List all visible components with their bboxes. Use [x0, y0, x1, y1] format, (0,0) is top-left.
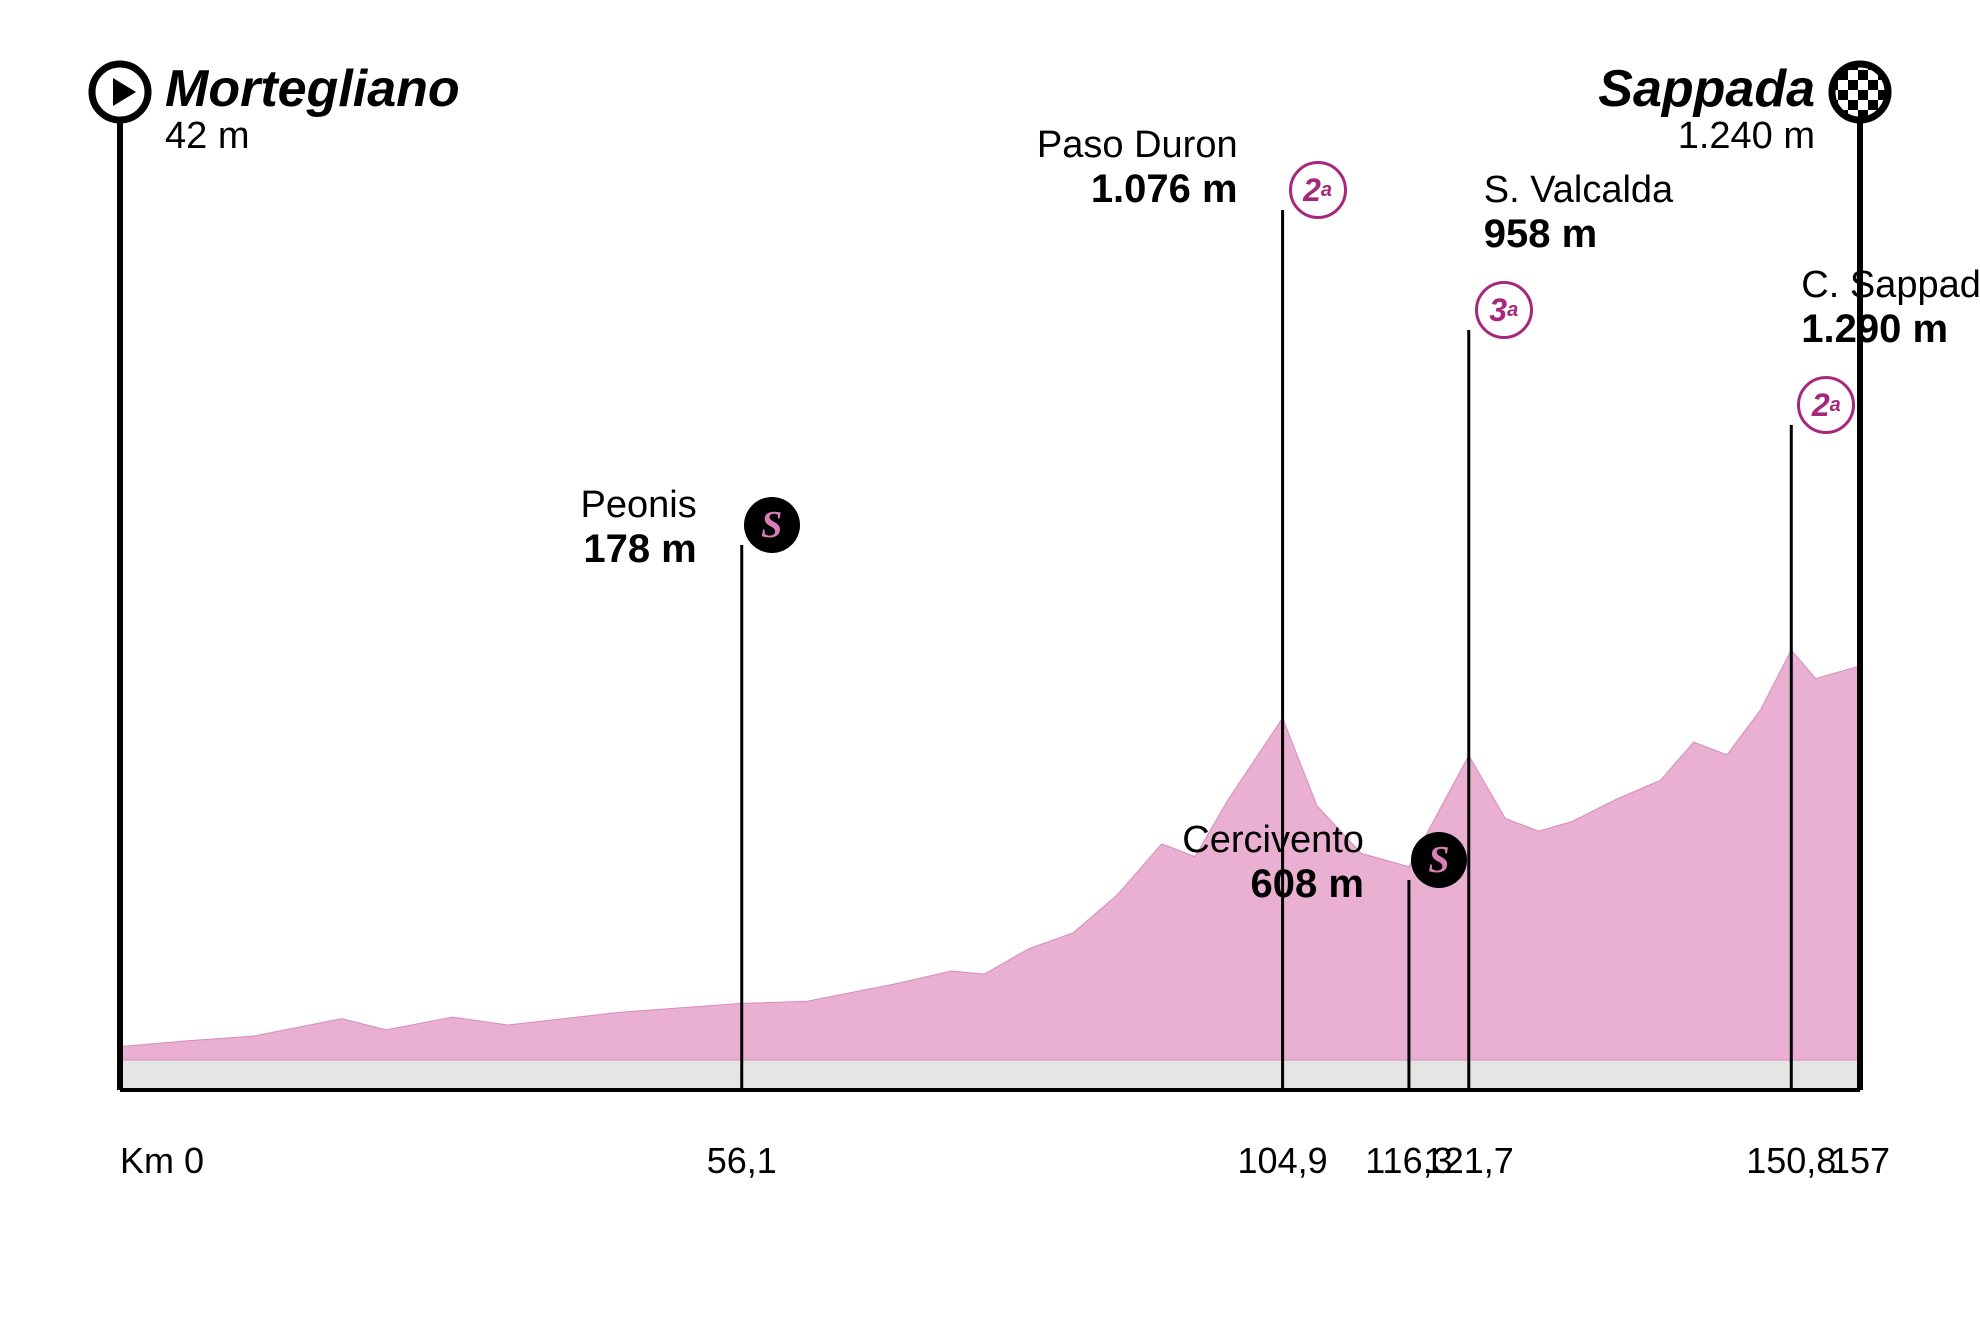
km-tick: 104,9	[1238, 1140, 1328, 1182]
category-badge-icon: 2a	[1797, 376, 1855, 434]
start-elev: 42 m	[165, 117, 460, 157]
start-marker-icon	[88, 60, 152, 124]
waypoint-peonis: Peonis178 m	[581, 485, 697, 571]
waypoint-cercivento: Cercivento608 m	[1182, 820, 1364, 906]
start-city: Mortegliano	[165, 62, 460, 117]
start-label: Mortegliano 42 m	[165, 62, 460, 156]
category-badge-icon: 2a	[1289, 161, 1347, 219]
km-tick: 121,7	[1424, 1140, 1514, 1182]
waypoint-name: Cercivento	[1182, 820, 1364, 862]
km-tick: Km 0	[120, 1140, 204, 1182]
waypoint-elev: 1.290 m	[1801, 307, 1980, 351]
finish-label: Sappada 1.240 m	[1598, 62, 1815, 156]
elevation-profile-chart: Mortegliano 42 m Sappada 1.240 m Km 0 56,…	[70, 50, 1910, 1270]
category-badge-icon: 3a	[1475, 281, 1533, 339]
km-tick: 56,1	[707, 1140, 777, 1182]
waypoint-name: Paso Duron	[1037, 125, 1238, 167]
sprint-badge-icon: S	[1411, 832, 1467, 888]
km-tick: 150,8	[1746, 1140, 1836, 1182]
waypoint-name: Peonis	[581, 485, 697, 527]
waypoint-s-valcalda: S. Valcalda958 m	[1484, 170, 1673, 256]
sprint-badge-icon: S	[744, 497, 800, 553]
waypoint-elev: 958 m	[1484, 212, 1673, 256]
waypoint-c-sappada: C. Sappada1.290 m	[1801, 265, 1980, 351]
waypoint-elev: 608 m	[1182, 862, 1364, 906]
km-tick: 157	[1830, 1140, 1890, 1182]
waypoint-elev: 1.076 m	[1037, 167, 1238, 211]
finish-city: Sappada	[1598, 62, 1815, 117]
finish-elev: 1.240 m	[1598, 117, 1815, 157]
waypoint-name: C. Sappada	[1801, 265, 1980, 307]
waypoint-elev: 178 m	[581, 527, 697, 571]
finish-marker-icon	[1828, 60, 1892, 124]
waypoint-name: S. Valcalda	[1484, 170, 1673, 212]
waypoint-paso-duron: Paso Duron1.076 m	[1037, 125, 1238, 211]
